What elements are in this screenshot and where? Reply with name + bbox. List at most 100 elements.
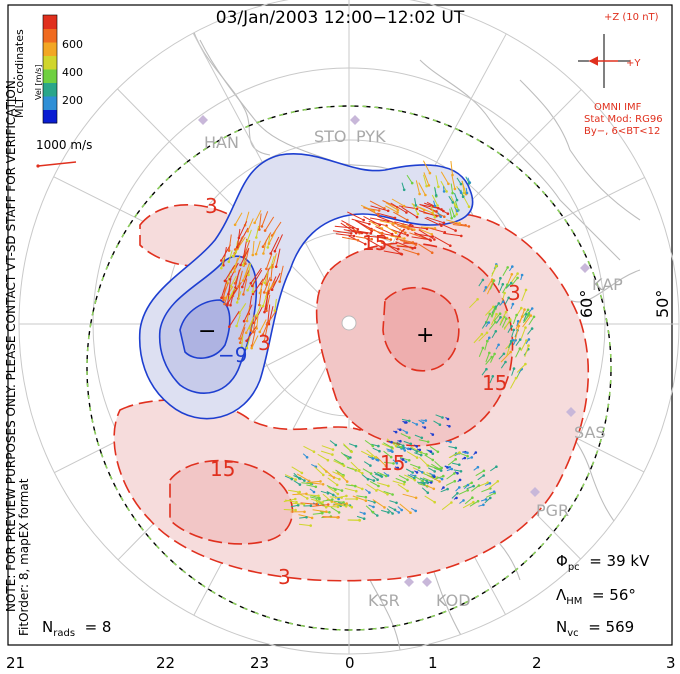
- vector-origin-dot: [458, 463, 461, 467]
- velocity-vector: [341, 220, 359, 230]
- vector-origin-dot: [499, 276, 502, 280]
- velocity-vector: [250, 267, 262, 284]
- stat-subscript: vc: [567, 628, 579, 639]
- vector-origin-dot: [458, 222, 461, 225]
- vector-origin-dot: [223, 302, 226, 306]
- velocity-vector: [490, 313, 497, 326]
- vector-origin-dot: [512, 328, 516, 332]
- vector-origin-dot: [418, 448, 422, 452]
- vector-origin-dot: [415, 445, 419, 448]
- velocity-vector: [519, 309, 525, 323]
- vector-origin-dot: [415, 423, 419, 426]
- vector-origin-dot: [407, 459, 411, 462]
- vector-origin-dot: [402, 204, 406, 208]
- mlt-tick-1: 1: [428, 654, 438, 672]
- stat-subscript: HM: [566, 596, 583, 607]
- vector-origin-dot: [437, 185, 440, 189]
- velocity-vector: [400, 239, 417, 246]
- velocity-vector: [417, 483, 428, 487]
- vector-origin-dot: [418, 192, 421, 196]
- velocity-vector: [392, 441, 402, 448]
- vector-origin-dot: [366, 478, 370, 481]
- vector-origin-dot: [236, 245, 239, 249]
- velocity-vector: [224, 265, 236, 282]
- vector-origin-dot: [397, 511, 401, 514]
- velocity-vector: [422, 477, 433, 482]
- vector-origin-dot: [460, 234, 463, 238]
- vector-origin-dot: [326, 492, 330, 495]
- vector-origin-dot: [361, 487, 364, 491]
- velocity-vector: [377, 471, 387, 477]
- vector-origin-dot: [427, 184, 431, 187]
- vector-origin-dot: [451, 201, 455, 204]
- velocity-vector: [500, 351, 512, 363]
- vector-origin-dot: [413, 246, 417, 249]
- vector-origin-dot: [433, 204, 437, 208]
- vector-origin-dot: [530, 327, 534, 330]
- vector-origin-dot: [429, 481, 433, 484]
- vector-origin-dot: [331, 498, 334, 501]
- velocity-vector: [383, 224, 397, 234]
- velocity-vector: [478, 347, 484, 357]
- colorbar-tick: 600: [62, 38, 83, 51]
- velocity-vector: [369, 480, 379, 487]
- velocity-vector: [469, 500, 479, 507]
- vector-origin-dot: [442, 221, 446, 225]
- vector-origin-dot: [431, 433, 435, 436]
- colorbar-tick: 200: [62, 94, 83, 107]
- velocity-vector: [309, 496, 320, 500]
- contour-label: 3: [508, 281, 521, 305]
- vector-origin-dot: [415, 456, 419, 459]
- colorbar-segment: [43, 109, 57, 124]
- velocity-vector: [462, 196, 470, 207]
- velocity-vector: [222, 247, 227, 266]
- vector-origin-dot: [369, 472, 373, 475]
- vector-origin-dot: [234, 251, 237, 254]
- vector-origin-dot: [455, 205, 458, 208]
- velocity-vector: [363, 207, 380, 211]
- vector-origin-dot: [409, 511, 412, 514]
- vector-origin-dot: [375, 458, 379, 462]
- scale-vector: [37, 161, 77, 167]
- velocity-vector: [493, 313, 501, 322]
- vector-origin-dot: [518, 338, 522, 341]
- velocity-vector: [340, 222, 357, 234]
- vector-origin-dot: [269, 278, 273, 282]
- velocity-vector: [520, 327, 526, 339]
- vector-origin-dot: [413, 228, 416, 232]
- vector-origin-dot: [294, 478, 298, 481]
- velocity-vector: [443, 232, 462, 237]
- vector-origin-dot: [396, 208, 400, 212]
- vector-origin-dot: [306, 497, 309, 500]
- velocity-vector: [355, 236, 372, 240]
- vector-origin-dot: [342, 464, 346, 468]
- vector-origin-dot: [396, 211, 399, 214]
- colorbar-outline: [42, 14, 58, 124]
- velocity-vector: [414, 475, 423, 482]
- vector-origin-dot: [518, 347, 522, 350]
- vector-origin-dot: [496, 480, 500, 483]
- vector-origin-dot: [456, 492, 459, 495]
- vector-origin-dot: [332, 476, 336, 479]
- vector-origin-dot: [439, 215, 443, 218]
- vector-origin-dot: [453, 472, 456, 475]
- vector-origin-dot: [242, 319, 246, 323]
- vector-origin-dot: [361, 472, 364, 475]
- vector-origin-dot: [474, 451, 478, 454]
- vector-origin-dot: [433, 470, 437, 473]
- velocity-vector: [520, 340, 527, 352]
- velocity-vector: [381, 233, 400, 238]
- vector-origin-dot: [463, 456, 467, 460]
- vector-origin-dot: [494, 264, 498, 268]
- vector-origin-dot: [503, 291, 506, 295]
- vector-origin-dot: [524, 362, 527, 366]
- vector-origin-dot: [459, 182, 463, 186]
- vector-origin-dot: [263, 281, 267, 285]
- velocity-vector: [426, 216, 445, 224]
- vector-origin-dot: [446, 417, 450, 421]
- vector-origin-dot: [402, 444, 405, 448]
- vector-origin-dot: [253, 221, 256, 225]
- vector-origin-dot: [326, 458, 330, 462]
- velocity-vector: [255, 240, 261, 255]
- velocity-vector: [226, 287, 231, 306]
